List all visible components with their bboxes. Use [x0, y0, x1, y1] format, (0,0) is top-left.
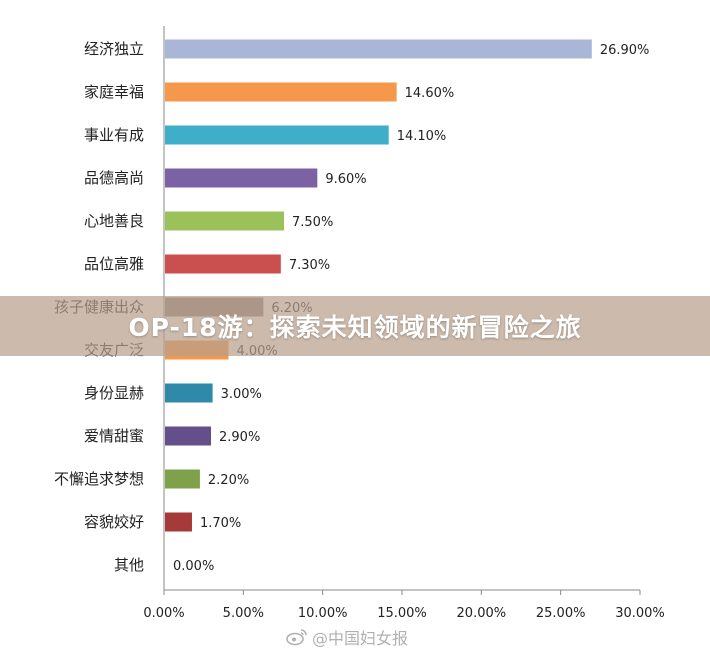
category-label: 经济独立: [84, 40, 144, 58]
x-tick-label: 10.00%: [298, 606, 348, 621]
value-label: 14.60%: [405, 86, 455, 101]
value-label: 26.90%: [600, 43, 650, 58]
bar-4: [165, 211, 284, 231]
title-banner: OP-18游：探索未知领域的新冒险之旅: [0, 296, 710, 356]
category-label: 品位高雅: [84, 255, 144, 273]
category-label: 心地善良: [84, 212, 144, 230]
x-tick-label: 15.00%: [377, 606, 427, 621]
x-tick-labels: 0.00% 5.00% 10.00% 15.00% 20.00% 25.00% 30.00%: [143, 606, 664, 621]
value-label: 0.00%: [173, 559, 214, 574]
value-label: 9.60%: [325, 172, 366, 187]
category-label: 身份显赫: [84, 384, 144, 402]
x-tick-label: 20.00%: [457, 606, 507, 621]
bar-8: [165, 383, 213, 403]
bar-0: [165, 39, 592, 59]
value-label: 3.00%: [221, 387, 262, 402]
x-tick-label: 5.00%: [223, 606, 264, 621]
x-tick-marks: [163, 590, 641, 595]
bar-2: [165, 125, 389, 145]
watermark-text: @中国妇女报: [312, 629, 409, 648]
category-label: 家庭幸福: [84, 83, 144, 101]
bar-11: [165, 512, 192, 532]
value-label: 2.90%: [219, 430, 260, 445]
weibo-icon: [286, 629, 307, 646]
value-label: 7.30%: [289, 258, 330, 273]
x-tick-label: 25.00%: [536, 606, 586, 621]
bar-9: [165, 426, 212, 446]
x-tick-label: 30.00%: [615, 606, 665, 621]
value-label: 1.70%: [200, 516, 241, 531]
x-tick-label: 0.00%: [143, 606, 184, 621]
banner-text: OP-18游：探索未知领域的新冒险之旅: [128, 313, 582, 342]
value-label: 2.20%: [208, 473, 249, 488]
value-labels: 26.90%14.60%14.10%9.60%7.50%7.30%6.20%4.…: [173, 43, 649, 574]
category-label: 其他: [114, 556, 144, 574]
category-label: 容貌姣好: [84, 513, 144, 531]
category-label: 爱情甜蜜: [84, 427, 144, 445]
watermark: @中国妇女报: [286, 624, 408, 650]
category-label: 不懈追求梦想: [54, 470, 144, 488]
category-label: 品德高尚: [84, 169, 144, 187]
value-label: 14.10%: [397, 129, 447, 144]
bar-1: [165, 82, 397, 102]
bar-10: [165, 469, 200, 489]
value-label: 7.50%: [292, 215, 333, 230]
bars-group: [165, 39, 592, 532]
bar-3: [165, 168, 318, 188]
category-label: 事业有成: [84, 126, 144, 144]
bar-5: [165, 254, 281, 274]
